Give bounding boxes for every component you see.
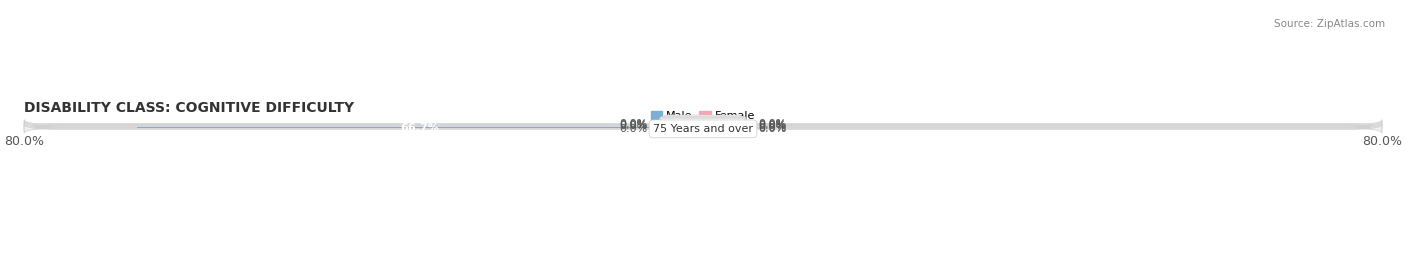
Bar <box>703 127 745 128</box>
Text: DISABILITY CLASS: COGNITIVE DIFFICULTY: DISABILITY CLASS: COGNITIVE DIFFICULTY <box>24 101 354 115</box>
Bar <box>661 126 703 127</box>
FancyBboxPatch shape <box>24 123 1382 132</box>
Text: 18 to 34 Years: 18 to 34 Years <box>664 120 742 130</box>
Text: 0.0%: 0.0% <box>758 119 786 129</box>
Text: 5 to 17 Years: 5 to 17 Years <box>666 119 740 129</box>
Text: 0.0%: 0.0% <box>758 120 786 130</box>
Legend: Male, Female: Male, Female <box>647 106 759 125</box>
FancyBboxPatch shape <box>24 125 1382 133</box>
FancyBboxPatch shape <box>24 120 1382 128</box>
Text: 0.0%: 0.0% <box>620 124 648 134</box>
Bar <box>136 127 703 128</box>
Text: 0.0%: 0.0% <box>758 121 786 132</box>
Bar <box>661 125 703 126</box>
Text: 0.0%: 0.0% <box>758 124 786 134</box>
FancyBboxPatch shape <box>24 121 1382 130</box>
Text: 75 Years and over: 75 Years and over <box>652 124 754 134</box>
Text: 65 to 74 Years: 65 to 74 Years <box>664 123 742 133</box>
FancyBboxPatch shape <box>24 122 1382 131</box>
Text: Source: ZipAtlas.com: Source: ZipAtlas.com <box>1274 19 1385 29</box>
Text: 0.0%: 0.0% <box>620 119 648 129</box>
Bar <box>703 125 745 126</box>
Text: 0.0%: 0.0% <box>758 123 786 133</box>
Text: 0.0%: 0.0% <box>620 121 648 132</box>
Text: 0.0%: 0.0% <box>620 120 648 130</box>
Text: 66.7%: 66.7% <box>401 123 440 133</box>
Bar <box>703 126 745 127</box>
Text: 35 to 64 Years: 35 to 64 Years <box>664 121 742 132</box>
